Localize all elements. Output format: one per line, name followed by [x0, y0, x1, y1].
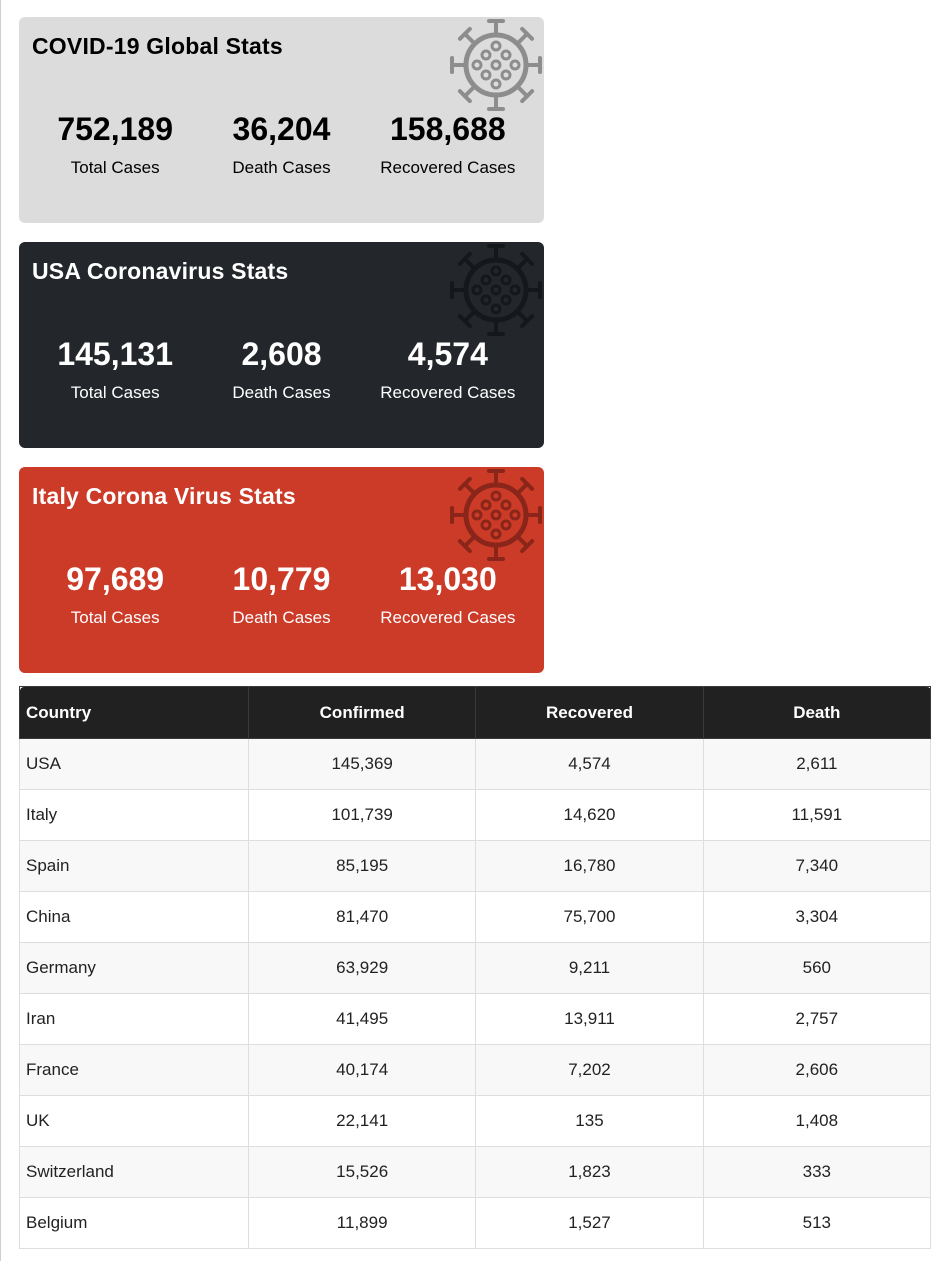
cell-confirmed: 81,470	[247, 891, 477, 943]
cell-confirmed: 101,739	[247, 789, 477, 841]
cell-confirmed: 22,141	[247, 1095, 477, 1147]
stat-death-cases: 36,204 Death Cases	[198, 107, 364, 180]
cell-recovered: 13,911	[475, 993, 704, 1045]
table-row: Iran 41,495 13,911 2,757	[19, 993, 932, 1045]
cell-death: 560	[702, 942, 932, 994]
stat-value: 36,204	[232, 111, 331, 147]
cell-death: 2,757	[702, 993, 932, 1045]
table-row: Spain 85,195 16,780 7,340	[19, 840, 932, 892]
table-row: Belgium 11,899 1,527 513	[19, 1197, 932, 1249]
cell-confirmed: 15,526	[247, 1146, 477, 1198]
virus-icon	[450, 469, 542, 561]
table-body: USA 145,369 4,574 2,611 Italy 101,739 14,620 11…	[19, 738, 932, 1249]
usa-stats-card: USA Coronavirus Stats 145,131 Total Case…	[19, 242, 544, 448]
cell-death: 2,606	[702, 1044, 932, 1096]
stat-label: Death Cases	[232, 158, 331, 177]
stats-row: 97,689 Total Cases 10,779 Death Cases 13…	[19, 557, 544, 630]
country-stats-table: Country Confirmed Recovered Death USA 145…	[19, 686, 932, 1249]
cell-death: 1,408	[702, 1095, 932, 1147]
stat-label: Total Cases	[70, 383, 160, 402]
card-title: USA Coronavirus Stats	[32, 258, 289, 284]
cell-death: 7,340	[702, 840, 932, 892]
table-row: Italy 101,739 14,620 11,591	[19, 789, 932, 841]
stat-label: Recovered Cases	[380, 383, 516, 402]
cell-death: 3,304	[702, 891, 932, 943]
cell-country: Iran	[19, 993, 249, 1045]
table-row: UK 22,141 135 1,408	[19, 1095, 932, 1147]
cell-country: China	[19, 891, 249, 943]
cell-recovered: 4,574	[475, 738, 704, 790]
table-row: Switzerland 15,526 1,823 333	[19, 1146, 932, 1198]
stat-total-cases: 145,131 Total Cases	[32, 332, 198, 405]
table-row: China 81,470 75,700 3,304	[19, 891, 932, 943]
stat-value: 158,688	[389, 111, 506, 147]
cell-death: 513	[702, 1197, 932, 1249]
stat-label: Total Cases	[70, 158, 160, 177]
column-header-death: Death	[702, 686, 932, 739]
cell-recovered: 135	[475, 1095, 704, 1147]
table-row: USA 145,369 4,574 2,611	[19, 738, 932, 790]
stat-value: 2,608	[241, 336, 322, 372]
cell-country: USA	[19, 738, 249, 790]
cell-confirmed: 40,174	[247, 1044, 477, 1096]
stat-death-cases: 10,779 Death Cases	[198, 557, 364, 630]
page-left-border	[0, 0, 1, 1261]
cell-country: Belgium	[19, 1197, 249, 1249]
stat-label: Death Cases	[232, 608, 331, 627]
card-title: COVID-19 Global Stats	[32, 33, 283, 59]
cell-death: 333	[702, 1146, 932, 1198]
cell-confirmed: 11,899	[247, 1197, 477, 1249]
table-row: Germany 63,929 9,211 560	[19, 942, 932, 994]
stat-recovered-cases: 4,574 Recovered Cases	[365, 332, 531, 405]
stat-total-cases: 97,689 Total Cases	[32, 557, 198, 630]
stats-row: 145,131 Total Cases 2,608 Death Cases 4,…	[19, 332, 544, 405]
stat-label: Death Cases	[232, 383, 331, 402]
cell-confirmed: 63,929	[247, 942, 477, 994]
virus-icon	[450, 19, 542, 111]
column-header-recovered: Recovered	[475, 686, 704, 739]
cell-recovered: 16,780	[475, 840, 704, 892]
stats-row: 752,189 Total Cases 36,204 Death Cases 1…	[19, 107, 544, 180]
cell-confirmed: 41,495	[247, 993, 477, 1045]
stat-label: Recovered Cases	[380, 158, 516, 177]
card-title: Italy Corona Virus Stats	[32, 483, 296, 509]
stat-value: 97,689	[66, 561, 165, 597]
cell-recovered: 7,202	[475, 1044, 704, 1096]
table-header-row: Country Confirmed Recovered Death	[19, 686, 932, 739]
stat-value: 145,131	[57, 336, 173, 372]
stat-value: 13,030	[398, 561, 497, 597]
cell-confirmed: 85,195	[247, 840, 477, 892]
stat-value: 10,779	[232, 561, 331, 597]
stat-label: Recovered Cases	[380, 608, 516, 627]
column-header-confirmed: Confirmed	[247, 686, 477, 739]
stat-recovered-cases: 13,030 Recovered Cases	[365, 557, 531, 630]
stat-value: 4,574	[407, 336, 488, 372]
table-row: France 40,174 7,202 2,606	[19, 1044, 932, 1096]
stat-value: 752,189	[57, 111, 173, 147]
cell-recovered: 75,700	[475, 891, 704, 943]
cell-country: Switzerland	[19, 1146, 249, 1198]
cell-country: Italy	[19, 789, 249, 841]
cell-recovered: 14,620	[475, 789, 704, 841]
cell-country: UK	[19, 1095, 249, 1147]
cell-recovered: 1,527	[475, 1197, 704, 1249]
global-stats-card: COVID-19 Global Stats 752,189 Total Case…	[19, 17, 544, 223]
cell-country: France	[19, 1044, 249, 1096]
cell-recovered: 9,211	[475, 942, 704, 994]
stat-recovered-cases: 158,688 Recovered Cases	[365, 107, 531, 180]
cell-death: 11,591	[702, 789, 932, 841]
stat-label: Total Cases	[70, 608, 160, 627]
stat-death-cases: 2,608 Death Cases	[198, 332, 364, 405]
italy-stats-card: Italy Corona Virus Stats 97,689 Total Ca…	[19, 467, 544, 673]
cell-death: 2,611	[702, 738, 932, 790]
cell-confirmed: 145,369	[247, 738, 477, 790]
column-header-country: Country	[19, 686, 249, 739]
virus-icon	[450, 244, 542, 336]
stat-total-cases: 752,189 Total Cases	[32, 107, 198, 180]
cell-country: Spain	[19, 840, 249, 892]
cell-country: Germany	[19, 942, 249, 994]
cell-recovered: 1,823	[475, 1146, 704, 1198]
